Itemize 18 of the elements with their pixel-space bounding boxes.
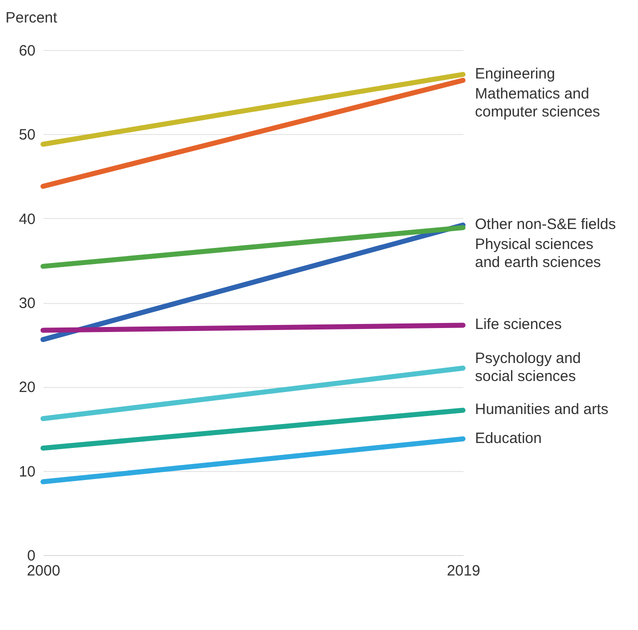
x-tick-label: 2000 bbox=[26, 562, 60, 580]
y-axis-title: Percent bbox=[6, 10, 58, 26]
series-label: Other non-S&E fields bbox=[475, 216, 616, 234]
y-tick-label: 10 bbox=[18, 463, 36, 480]
y-tick-label: 50 bbox=[18, 126, 36, 144]
series-label: Engineering bbox=[475, 65, 556, 82]
y-tick-label: 60 bbox=[18, 42, 36, 60]
y-tick-label: 40 bbox=[18, 210, 36, 228]
series-label: Physical sciences and earth sciences bbox=[475, 236, 601, 272]
y-tick-label: 20 bbox=[18, 379, 36, 396]
y-tick-label: 30 bbox=[18, 295, 36, 312]
x-tick-label: 2019 bbox=[446, 562, 480, 580]
series-label: Life sciences bbox=[475, 316, 562, 334]
series-label: Mathematics and computer sciences bbox=[475, 85, 600, 120]
series-label: Humanities and arts bbox=[475, 401, 608, 418]
y-tick-label: 0 bbox=[27, 548, 36, 564]
series-label: Education bbox=[475, 430, 542, 447]
series-label: Psychology and social sciences bbox=[475, 350, 581, 386]
